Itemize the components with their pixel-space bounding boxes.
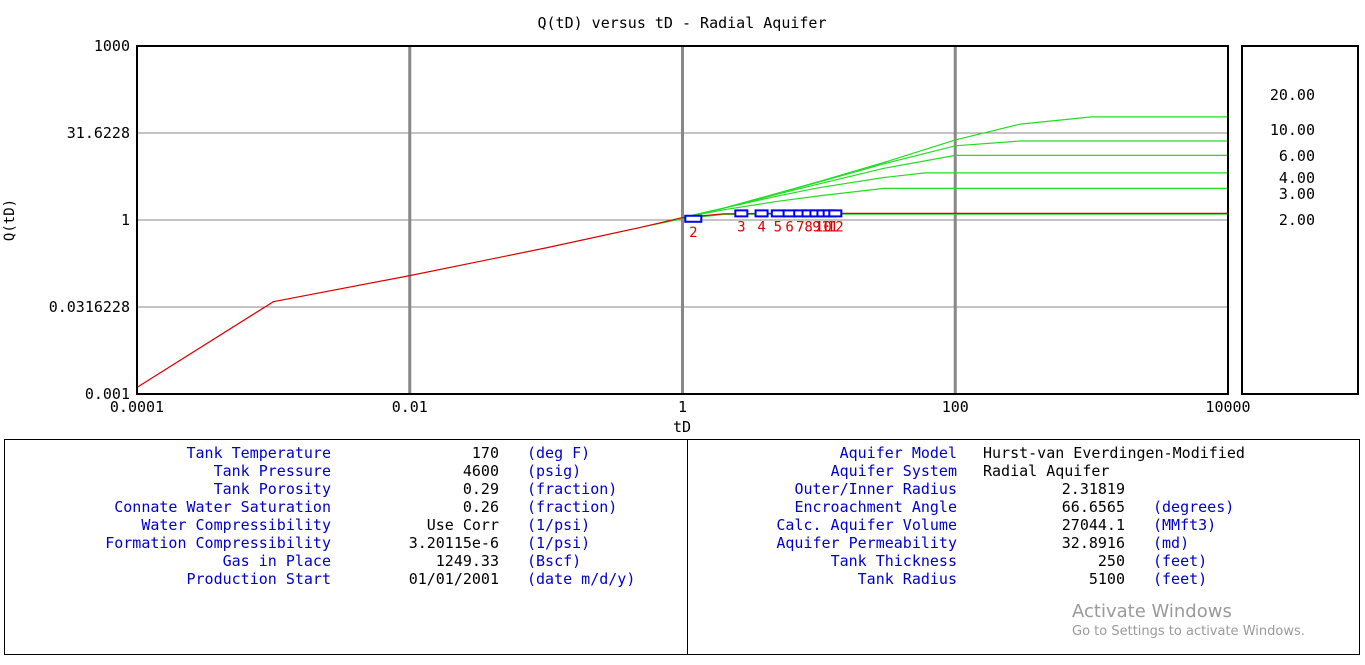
param-value: 0.29 xyxy=(462,480,499,498)
legend: 20.00 10.00 6.00 4.003.00 2.00 xyxy=(1270,86,1315,229)
param-value: 2.31819 xyxy=(1061,480,1125,498)
x-tick-label: 0.0001 xyxy=(110,398,164,416)
param-unit: (psig) xyxy=(527,462,582,480)
param-value: 3.20115e-6 xyxy=(408,534,499,552)
marker-label: 9 xyxy=(812,219,820,235)
marker-label: 10 xyxy=(815,219,832,235)
param-label: Tank Temperature xyxy=(186,444,332,462)
marker-label: 2 xyxy=(689,225,697,241)
param-value: Radial Aquifer xyxy=(983,462,1110,480)
series-line-2.00 xyxy=(641,213,1228,228)
y-tick-label: 1000 xyxy=(94,37,130,55)
param-label: Gas in Place xyxy=(222,552,331,570)
marker-label: 5 xyxy=(774,219,782,235)
axis-ticks: 0.0001 0.01 1 100 10000 0.001 0.0316228 1 31.622… xyxy=(49,37,1251,416)
param-unit: (date m/d/y) xyxy=(527,570,636,588)
param-unit: (degrees) xyxy=(1153,498,1235,516)
param-label: Aquifer System xyxy=(830,462,957,480)
param-label: Formation Compressibility xyxy=(105,534,331,552)
param-value: 250 xyxy=(1097,552,1125,570)
marker-label: 3 xyxy=(737,219,745,235)
y-axis-label: Q(tD) xyxy=(2,199,18,241)
x-tick-label: 10000 xyxy=(1205,398,1250,416)
param-value: 1249.33 xyxy=(435,552,499,570)
q-td-chart: Q(tD) versus tD - Radial Aquifer Q(tD) t… xyxy=(2,14,1359,436)
param-value: 32.8916 xyxy=(1061,534,1125,552)
param-label: Calc. Aquifer Volume xyxy=(776,516,957,534)
param-label: Water Compressibility xyxy=(141,516,331,534)
x-tick-label: 100 xyxy=(942,398,969,416)
tank-parameters-panel: Tank Temperature 170 (deg F) Tank Pressure 4… xyxy=(4,439,688,655)
marker-label: 4 xyxy=(757,219,765,235)
param-unit: (Bscf) xyxy=(527,552,582,570)
activate-windows-watermark: Activate Windows Go to Settings to activ… xyxy=(1072,601,1305,641)
marker-label: 11 xyxy=(821,219,838,235)
series-line-3.00 xyxy=(682,187,1228,219)
x-tick-label: 0.01 xyxy=(392,398,428,416)
param-value: Hurst-van Everdingen-Modified xyxy=(983,444,1245,462)
watermark-title: Activate Windows xyxy=(1072,601,1232,622)
param-unit: (feet) xyxy=(1153,570,1208,588)
grid xyxy=(137,46,1228,394)
marker-point xyxy=(828,209,843,218)
param-label: Tank Thickness xyxy=(830,552,957,570)
param-label: Tank Pressure xyxy=(213,462,331,480)
param-unit: (MMft3) xyxy=(1153,516,1217,534)
param-label: Aquifer Permeability xyxy=(776,534,957,552)
series-lines xyxy=(136,116,1228,388)
y-tick-label: 0.001 xyxy=(85,385,130,403)
chart-title: Q(tD) versus tD - Radial Aquifer xyxy=(538,14,827,32)
param-label: Production Start xyxy=(186,570,332,588)
legend-label: 10.00 xyxy=(1270,121,1315,139)
param-value: 4600 xyxy=(462,462,499,480)
param-label: Connate Water Saturation xyxy=(114,498,331,516)
plot-frame xyxy=(136,45,1229,395)
marker-point xyxy=(684,214,703,223)
param-value: 0.26 xyxy=(462,498,499,516)
legend-label: 4.00 xyxy=(1279,169,1315,187)
aquifer-parameters-panel: Aquifer Model Hurst-van Everdingen-Modifi… xyxy=(687,439,1360,655)
marker-label: 7 xyxy=(796,219,804,235)
param-unit: (1/psi) xyxy=(527,534,591,552)
watermark-subtitle: Go to Settings to activate Windows. xyxy=(1072,624,1305,639)
param-unit: (deg F) xyxy=(527,444,591,462)
legend-label: 6.00 xyxy=(1279,147,1315,165)
y-tick-label: 0.0316228 xyxy=(49,298,130,316)
param-label: Tank Porosity xyxy=(213,480,331,498)
param-label: Encroachment Angle xyxy=(794,498,957,516)
x-tick-label: 1 xyxy=(678,398,687,416)
param-value: 5100 xyxy=(1088,570,1125,588)
param-value: 170 xyxy=(471,444,499,462)
series-line-20.00 xyxy=(682,116,1228,219)
marker-label: 6 xyxy=(785,219,793,235)
x-axis-label: tD xyxy=(673,418,691,436)
marker-label: 8 xyxy=(804,219,812,235)
param-label: Aquifer Model xyxy=(839,444,957,462)
param-unit: (fraction) xyxy=(527,498,618,516)
y-tick-label: 31.6228 xyxy=(67,124,130,142)
param-unit: (1/psi) xyxy=(527,516,591,534)
legend-label: 2.00 xyxy=(1279,211,1315,229)
param-value: 27044.1 xyxy=(1061,516,1125,534)
param-value: Use Corr xyxy=(426,516,499,534)
y-tick-label: 1 xyxy=(121,211,130,229)
legend-box xyxy=(1241,45,1359,395)
param-unit: (md) xyxy=(1153,534,1190,552)
marker-label: 12 xyxy=(827,219,844,235)
param-label: Outer/Inner Radius xyxy=(794,480,957,498)
marker-point xyxy=(754,209,769,218)
param-value: 01/01/2001 xyxy=(408,570,499,588)
param-label: Tank Radius xyxy=(857,570,957,588)
legend-label: 20.00 xyxy=(1270,86,1315,104)
marker-point xyxy=(734,209,749,218)
param-unit: (feet) xyxy=(1153,552,1208,570)
legend-label: 3.00 xyxy=(1279,185,1315,203)
param-value: 66.6565 xyxy=(1061,498,1125,516)
param-unit: (fraction) xyxy=(527,480,618,498)
marker-point xyxy=(770,209,785,218)
